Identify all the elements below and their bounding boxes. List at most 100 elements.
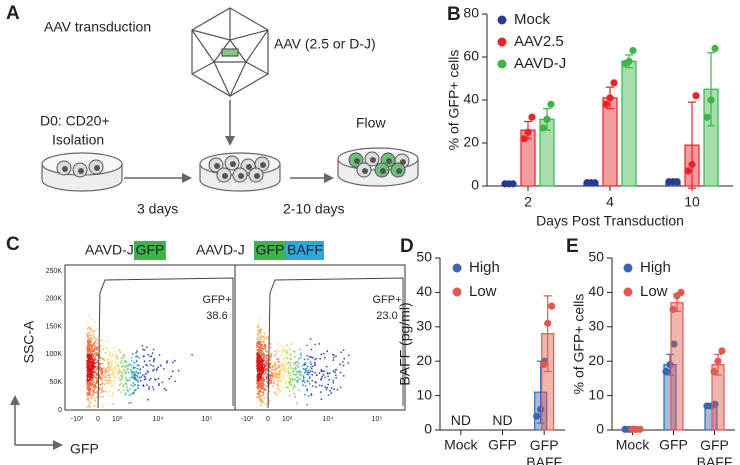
- data-point: [710, 367, 718, 376]
- event-dot: [91, 333, 94, 336]
- event-dot: [109, 362, 111, 365]
- event-dot: [152, 388, 155, 391]
- event-dot: [280, 390, 282, 393]
- event-dot: [274, 375, 277, 378]
- event-dot: [147, 353, 150, 356]
- event-dot: [146, 384, 149, 386]
- event-dot: [305, 367, 308, 370]
- panel-letter: C: [6, 234, 20, 255]
- event-dot: [149, 364, 152, 366]
- event-dot: [264, 372, 266, 375]
- x-tick-label: GFP BAFF: [697, 437, 733, 465]
- data-point: [524, 128, 532, 136]
- event-dot: [110, 372, 113, 375]
- event-dot: [327, 383, 330, 386]
- event-dot: [303, 371, 306, 374]
- nucleus: [230, 161, 236, 167]
- event-dot: [288, 390, 291, 393]
- event-dot: [142, 348, 145, 351]
- event-dot: [311, 365, 314, 368]
- error-bar: [707, 52, 715, 127]
- event-dot: [107, 362, 110, 365]
- event-dot: [320, 377, 323, 379]
- event-dot: [274, 367, 277, 370]
- event-dot: [94, 392, 97, 394]
- legend-marker: [452, 263, 462, 273]
- event-dot: [131, 392, 134, 395]
- event-dot: [294, 395, 296, 398]
- event-dot: [281, 367, 284, 370]
- event-dot: [293, 383, 296, 386]
- event-dot: [332, 357, 335, 359]
- data-point: [509, 180, 517, 188]
- event-dot: [102, 374, 104, 377]
- event-dot: [267, 337, 270, 340]
- event-dot: [93, 404, 96, 407]
- event-dot: [304, 368, 306, 371]
- event-dot: [304, 381, 306, 384]
- event-dot: [153, 378, 156, 381]
- event-dot: [277, 364, 280, 366]
- event-dot: [104, 368, 107, 370]
- event-dot: [100, 372, 103, 374]
- event-dot: [268, 379, 271, 382]
- event-dot: [314, 371, 316, 374]
- event-dot: [294, 378, 296, 381]
- event-dot: [122, 354, 124, 356]
- event-dot: [152, 365, 155, 368]
- event-dot: [315, 386, 317, 388]
- event-dot: [284, 372, 287, 375]
- event-dot: [111, 353, 114, 355]
- event-dot: [287, 367, 290, 369]
- event-dot: [265, 360, 267, 363]
- data-point: [718, 347, 726, 355]
- event-dot: [136, 350, 139, 352]
- legend-marker: [623, 263, 633, 273]
- event-dot: [343, 357, 346, 360]
- legend-label: AAVD-J: [514, 55, 566, 72]
- legend-marker: [497, 15, 507, 25]
- event-dot: [305, 370, 307, 373]
- legend-label: AAV2.5: [514, 33, 564, 50]
- event-dot: [263, 345, 266, 347]
- event-dot: [122, 389, 125, 392]
- event-dot: [107, 364, 110, 366]
- event-dot: [257, 330, 260, 332]
- legend-marker: [623, 287, 633, 297]
- data-point: [714, 357, 722, 365]
- event-dot: [86, 396, 89, 399]
- event-dot: [110, 355, 112, 357]
- event-dot: [149, 355, 152, 358]
- event-dot: [139, 372, 142, 374]
- event-dot: [91, 338, 94, 341]
- event-dot: [278, 391, 280, 393]
- event-dot: [90, 397, 93, 400]
- event-dot: [120, 375, 123, 378]
- event-dot: [119, 351, 122, 353]
- event-dot: [295, 371, 298, 374]
- event-dot: [259, 399, 261, 401]
- gate-label: GFP+: [372, 294, 401, 306]
- event-dot: [262, 367, 265, 370]
- x-tick-label: 10⁵: [202, 416, 213, 423]
- event-dot: [110, 385, 113, 388]
- event-dot: [330, 392, 333, 395]
- event-dot: [114, 354, 117, 356]
- event-dot: [282, 366, 285, 369]
- event-dot: [123, 359, 126, 362]
- event-dot: [264, 347, 267, 349]
- event-dot: [272, 385, 274, 388]
- event-dot: [273, 380, 275, 383]
- event-dot: [258, 322, 261, 325]
- event-dot: [315, 374, 318, 377]
- y-tick-label: 40: [463, 91, 479, 107]
- legend-label: High: [469, 259, 500, 276]
- event-dot: [309, 338, 312, 340]
- event-dot: [150, 377, 152, 380]
- y-tick-label: 150K: [46, 323, 63, 330]
- isolation-label: D0: CD20+: [40, 113, 110, 129]
- event-dot: [140, 376, 143, 378]
- event-dot: [102, 396, 104, 398]
- data-point: [548, 302, 556, 310]
- event-dot: [296, 360, 299, 363]
